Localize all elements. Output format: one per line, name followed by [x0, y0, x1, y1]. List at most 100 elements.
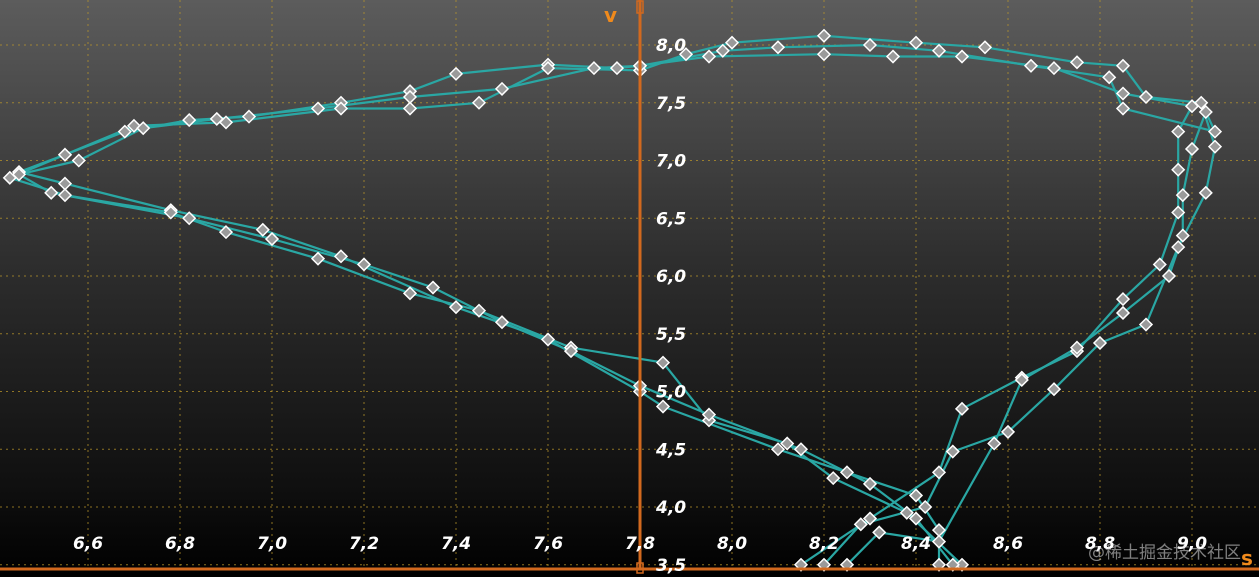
tick-labels: 6,6 6,8 7,0 7,2 7,4 7,6 7,8 8,0 8,2 8,4 8,6 8,8 9,0 3…	[73, 36, 1207, 576]
data-point	[931, 534, 947, 549]
data-point	[218, 225, 234, 240]
y-tick-label: 8,0	[656, 36, 686, 56]
data-point	[586, 61, 602, 76]
data-point	[182, 211, 197, 226]
data-point	[793, 442, 809, 457]
data-point	[1175, 188, 1190, 203]
data-point	[655, 399, 671, 414]
data-point	[1000, 424, 1016, 439]
data-point	[540, 332, 556, 347]
x-tick-label: 8,6	[993, 534, 1023, 554]
data-point	[57, 147, 73, 162]
data-point	[333, 101, 349, 116]
data-point	[1069, 55, 1085, 70]
data-point	[448, 300, 464, 315]
data-point	[356, 257, 372, 272]
y-tick-label: 4,0	[655, 498, 686, 518]
data-point	[862, 476, 878, 491]
data-point	[899, 505, 914, 520]
data-point	[1171, 240, 1186, 255]
data-point	[770, 442, 786, 457]
data-point	[1138, 89, 1154, 105]
x-tick-label: 7,0	[257, 534, 287, 554]
y-axis-cap	[636, 0, 644, 14]
data-point	[839, 465, 855, 480]
data-point	[241, 109, 257, 124]
data-point	[209, 111, 224, 126]
data-point	[678, 47, 694, 62]
data-point	[71, 153, 86, 168]
x-tick-label: 6,8	[165, 534, 195, 554]
data-point	[1175, 228, 1190, 243]
data-point	[931, 465, 947, 480]
data-point	[540, 61, 556, 76]
data-point	[1046, 382, 1062, 397]
data-point	[471, 303, 487, 318]
data-point	[885, 49, 901, 64]
data-point	[1069, 340, 1085, 355]
data-point	[908, 511, 924, 526]
data-point	[655, 355, 671, 370]
data-point	[11, 167, 27, 182]
y-tick-label: 7,0	[656, 152, 686, 172]
data-point	[494, 81, 510, 96]
y-tick-label: 4,5	[655, 440, 686, 460]
x-tick-label: 9,0	[1177, 534, 1207, 554]
data-point	[471, 95, 487, 110]
y-tick-label: 7,5	[656, 94, 686, 114]
data-point	[1184, 141, 1200, 157]
data-point	[826, 471, 841, 486]
data-point	[44, 185, 59, 200]
data-point	[701, 407, 717, 422]
data-point	[977, 40, 993, 55]
x-tick-label: 8,4	[901, 534, 931, 554]
data-point	[310, 251, 326, 266]
data-point	[402, 89, 418, 105]
x-tick-label: 7,4	[441, 534, 471, 554]
data-point	[1161, 268, 1177, 284]
data-point	[255, 222, 270, 237]
data-point	[1092, 335, 1108, 351]
data-point	[872, 525, 887, 540]
data-point	[1152, 257, 1167, 272]
data-point	[1115, 305, 1131, 321]
data-point	[853, 517, 868, 532]
data-point	[57, 188, 73, 203]
data-point	[1198, 185, 1213, 200]
data-point	[862, 511, 878, 526]
x-axis-label: s	[1241, 546, 1253, 570]
data-point	[1171, 162, 1186, 177]
data-point	[918, 499, 933, 515]
x-axis-cap	[636, 562, 644, 574]
data-point	[1171, 205, 1186, 220]
data-point	[1023, 58, 1039, 73]
data-point	[1115, 86, 1131, 101]
data-point	[1207, 139, 1223, 154]
data-point	[1207, 124, 1223, 139]
data-point	[425, 280, 441, 295]
data-point	[1102, 70, 1117, 85]
data-point	[136, 121, 151, 136]
data-point	[724, 35, 740, 50]
data-point	[609, 61, 625, 76]
data-point	[264, 231, 280, 247]
data-point	[954, 49, 970, 64]
data-point	[908, 488, 924, 503]
x-tick-label: 8,2	[809, 534, 839, 554]
data-point	[1171, 124, 1186, 139]
data-point	[954, 401, 970, 416]
data-point	[1198, 104, 1213, 120]
data-point	[701, 49, 717, 64]
data-point	[945, 444, 960, 459]
data-point	[908, 35, 924, 50]
data-point	[117, 124, 132, 139]
data-point	[402, 286, 418, 301]
data-point	[1115, 292, 1131, 307]
x-tick-label: 8,0	[717, 534, 747, 554]
data-point	[816, 28, 832, 43]
y-axis-label: v	[604, 3, 617, 27]
data-point	[1138, 317, 1154, 332]
